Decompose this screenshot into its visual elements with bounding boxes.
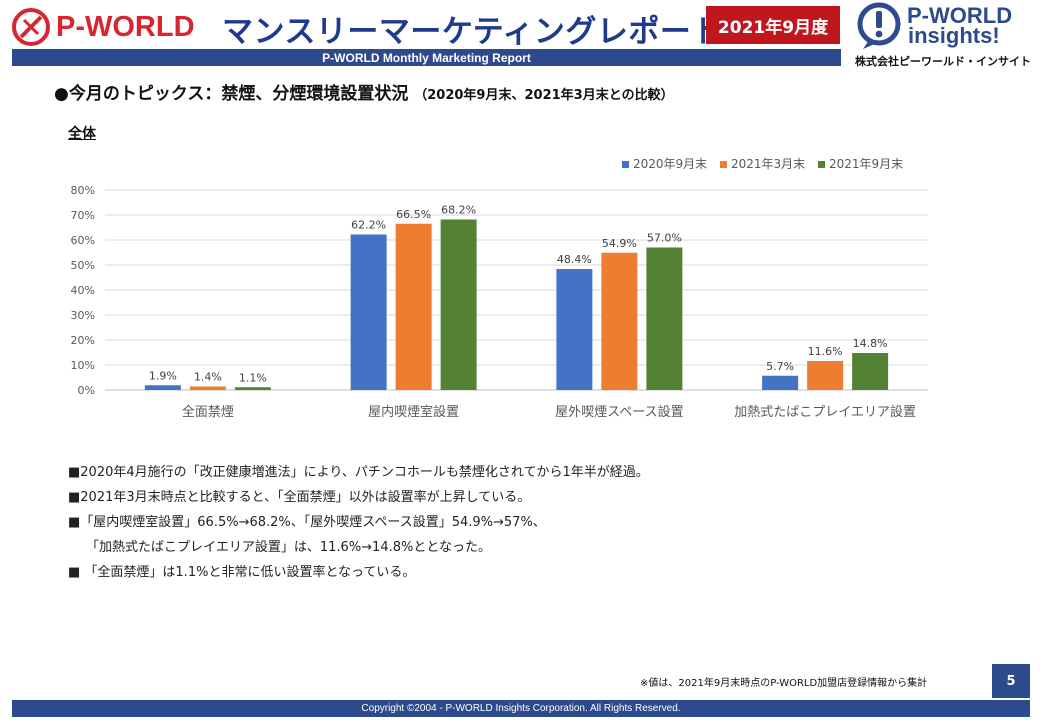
brand-corp: 株式会社ピーワールド・インサイト xyxy=(855,55,1031,68)
bar xyxy=(646,247,683,390)
bar xyxy=(852,353,889,390)
data-label: 57.0% xyxy=(647,232,682,245)
legend-label: 2021年9月末 xyxy=(829,157,903,171)
exclamation-icon xyxy=(857,2,901,49)
note-line: ■2020年4月施行の「改正健康増進法」により、パチンコホールも禁煙化されてから… xyxy=(68,465,649,480)
bar xyxy=(234,387,271,390)
subtitle-bar: P-WORLD Monthly Marketing Report xyxy=(12,49,841,66)
bar xyxy=(440,219,477,390)
brand-line2: insights! xyxy=(908,23,1000,48)
data-label: 68.2% xyxy=(441,204,476,217)
y-tick-label: 80% xyxy=(71,184,95,197)
bar-chart: 0% 10% 20% 30% 40% 50% 60% 70% 80% 1.9% 1.4% 1.1% 全面… xyxy=(71,157,928,420)
bar xyxy=(350,234,387,390)
notes: ■2020年4月施行の「改正健康増進法」により、パチンコホールも禁煙化されてから… xyxy=(68,460,888,585)
data-label: 1.9% xyxy=(149,369,177,382)
page-number: 5 xyxy=(992,664,1030,698)
bar xyxy=(556,269,593,390)
legend-swatch xyxy=(818,161,825,168)
logo-text: P-WORLD xyxy=(56,10,195,43)
topic-heading-sub: （2020年9月末、2021年3月末との比較） xyxy=(414,88,674,103)
section-label: 全体 xyxy=(68,126,96,142)
data-label: 62.2% xyxy=(351,219,386,232)
y-tick-label: 50% xyxy=(71,259,95,272)
legend-swatch xyxy=(720,161,727,168)
data-label: 5.7% xyxy=(766,360,794,373)
x-tick-label: 全面禁煙 xyxy=(182,404,234,420)
legend-label: 2021年3月末 xyxy=(731,157,805,171)
period-badge: 2021年9月度 xyxy=(706,6,840,44)
bar xyxy=(807,361,844,390)
note-line: ■「屋内喫煙室設置」66.5%→68.2%、「屋外喫煙スペース設置」54.9%→… xyxy=(68,515,546,530)
note-line: 「加熱式たばこプレイエリア設置」は、11.6%→14.8%ととなった。 xyxy=(86,540,491,555)
report-title: マンスリーマーケティングレポート xyxy=(222,14,723,50)
data-label: 11.6% xyxy=(808,345,843,358)
pworld-logo-icon xyxy=(12,8,50,46)
note-line: ■ 「全面禁煙」は1.1%と非常に低い設置率となっている。 xyxy=(68,565,416,580)
copyright-bar: Copyright ©2004 - P-WORLD Insights Corpo… xyxy=(12,700,1030,717)
x-tick-label: 加熱式たばこプレイエリア設置 xyxy=(734,404,916,420)
x-tick-label: 屋内喫煙室設置 xyxy=(368,404,459,420)
y-tick-label: 70% xyxy=(71,209,95,222)
x-tick-label: 屋外喫煙スペース設置 xyxy=(555,404,683,420)
data-label: 14.8% xyxy=(853,337,888,350)
legend-swatch xyxy=(622,161,629,168)
y-tick-label: 60% xyxy=(71,234,95,247)
bar xyxy=(189,386,226,390)
y-tick-label: 0% xyxy=(78,384,95,397)
legend-label: 2020年9月末 xyxy=(633,157,707,171)
bar xyxy=(395,223,432,390)
bar xyxy=(144,385,181,390)
y-tick-label: 30% xyxy=(71,309,95,322)
footnote: ※値は、2021年9月末時点のP-WORLD加盟店登録情報から集計 xyxy=(640,678,928,689)
y-tick-label: 10% xyxy=(71,359,95,372)
data-label: 1.1% xyxy=(239,371,267,384)
data-label: 66.5% xyxy=(396,208,431,221)
y-tick-label: 20% xyxy=(71,334,95,347)
data-label: 48.4% xyxy=(557,253,592,266)
data-label: 1.4% xyxy=(194,371,222,384)
y-tick-label: 40% xyxy=(71,284,95,297)
data-label: 54.9% xyxy=(602,237,637,250)
topic-heading: ●今月のトピックス：禁煙、分煙環境設置状況 （2020年9月末、2021年3月末… xyxy=(54,79,674,104)
pworld-logo: P-WORLD xyxy=(12,8,195,46)
note-line: ■2021年3月末時点と比較すると、「全面禁煙」以外は設置率が上昇している。 xyxy=(68,490,531,505)
topic-heading-main: ●今月のトピックス：禁煙、分煙環境設置状況 xyxy=(54,84,409,104)
bar xyxy=(762,375,799,390)
insights-logo: P-WORLD insights! 株式会社ピーワールド・インサイト xyxy=(855,2,1035,68)
brand-line1: P-WORLD xyxy=(907,3,1013,28)
bar xyxy=(601,252,638,390)
